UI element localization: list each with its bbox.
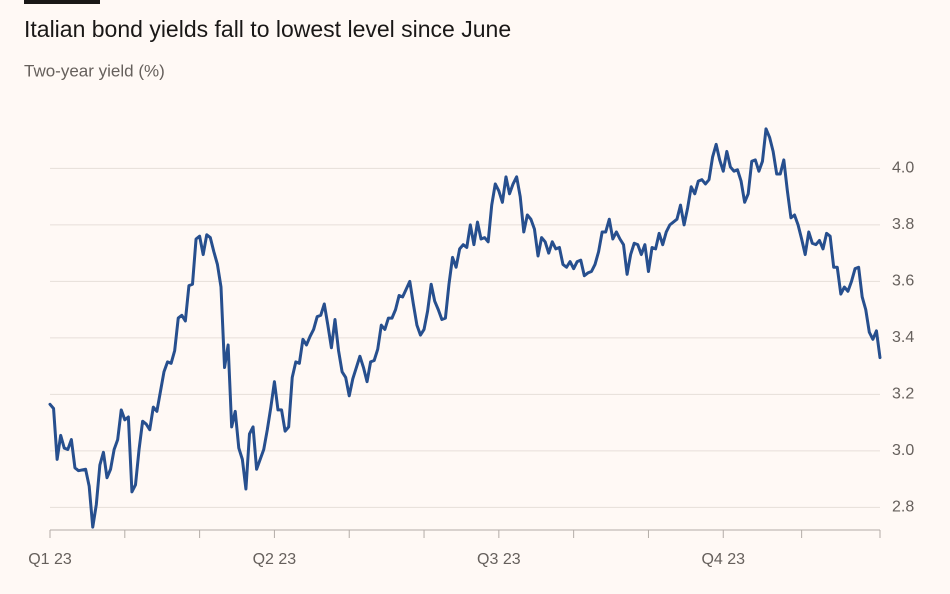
x-tick-label: Q3 23	[477, 551, 521, 568]
y-tick-label: 3.6	[892, 273, 914, 290]
y-tick-label: 3.8	[892, 216, 914, 233]
yield-line	[48, 127, 882, 529]
y-tick-label: 4.0	[892, 160, 914, 177]
chart-title: Italian bond yields fall to lowest level…	[24, 16, 511, 42]
brand-bar	[24, 0, 100, 4]
x-tick-label: Q1 23	[28, 551, 72, 568]
y-tick-label: 3.2	[892, 386, 914, 403]
y-tick-label: 2.8	[892, 499, 914, 516]
y-tick-label: 3.0	[892, 442, 914, 459]
chart-subtitle: Two-year yield (%)	[24, 61, 165, 80]
x-tick-label: Q2 23	[253, 551, 297, 568]
y-tick-label: 3.4	[892, 329, 914, 346]
x-tick-label: Q4 23	[701, 551, 745, 568]
